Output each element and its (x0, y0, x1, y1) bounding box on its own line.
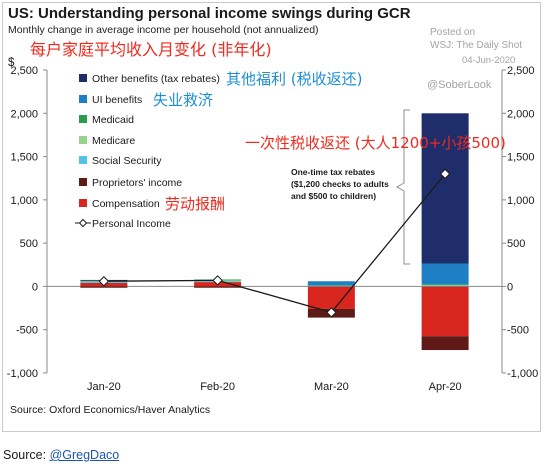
watermark-date: 04-Jun-2020 (462, 55, 516, 66)
legend-swatch (79, 74, 87, 83)
watermark-posted-on: Posted on (430, 27, 476, 38)
bar-proprietors-income-apr-20 (421, 336, 469, 351)
personal-income-point-mar-20 (326, 307, 337, 318)
chart-source: Source: Oxford Economics/Haver Analytics (10, 404, 211, 416)
watermark-handle: @SoberLook (427, 79, 492, 91)
y-tick-label-left: 1,000 (10, 195, 38, 207)
y-tick-label-right: 0 (507, 281, 513, 293)
x-tick-label: Mar-20 (314, 381, 349, 393)
ui-benefits-chinese-annotation: 失业救济 (153, 91, 214, 109)
legend-label: Compensation (92, 198, 160, 210)
bar-proprietors-income-jan-20 (80, 286, 128, 288)
footer-source-link[interactable]: @GregDaco (49, 448, 120, 462)
x-tick-label: Apr-20 (429, 381, 462, 393)
y-tick-label-right: 500 (507, 238, 525, 250)
personal-income-point-apr-20 (439, 168, 451, 180)
footer-source-label: Source: (3, 448, 47, 462)
y-tick-label-left: 2,000 (10, 108, 38, 120)
x-tick-label: Feb-20 (200, 381, 235, 393)
bar-compensation-mar-20 (307, 286, 355, 309)
personal-income-point-jan-20 (98, 276, 110, 287)
bar-social-security-apr-20 (421, 285, 469, 287)
legend-label: UI benefits (92, 94, 143, 106)
legend-swatch (79, 178, 87, 187)
chart-frame (2, 2, 541, 432)
y-tick-label-left: 0 (32, 281, 38, 293)
rebate-note-line: One-time tax rebates (291, 167, 376, 177)
chart-subtitle: Monthly change in average income per hou… (8, 24, 319, 36)
bar-proprietors-income-feb-20 (194, 286, 242, 288)
rebate-note-line: ($1,200 checks to adults (291, 179, 389, 189)
y-tick-label-right: -500 (507, 325, 529, 337)
legend-item-social-security: Social Security (79, 154, 161, 168)
rebate-bracket (395, 109, 410, 265)
y-axis-unit-label: $ (8, 57, 15, 69)
bar-other-benefits-tax-rebates-apr-20 (421, 113, 469, 264)
legend-label: Social Security (92, 155, 162, 167)
personal-income-point-feb-20 (212, 275, 223, 286)
y-tick-label-left: -1,000 (7, 368, 38, 380)
y-tick-label-left: 500 (20, 238, 38, 250)
y-tick-label-right: 1,500 (507, 152, 535, 164)
legend-label: Other benefits (tax rebates) (92, 73, 220, 85)
line-diamond-icon (75, 219, 91, 228)
bar-medicaid-apr-20 (421, 284, 469, 286)
legend-swatch (79, 136, 87, 145)
legend-swatch (79, 115, 87, 124)
y-tick-label-left: -500 (16, 325, 38, 337)
bar-medicare-apr-20 (421, 285, 469, 286)
rebate-note-line: and $500 to children) (291, 191, 377, 201)
watermark-publisher: WSJ: The Daily Shot (430, 40, 523, 51)
legend-item-other-benefits: Other benefits (tax rebates) (79, 72, 220, 86)
legend-swatch (79, 156, 87, 165)
personal-income-series (98, 168, 451, 318)
chart-axes: 2,500 2,500 2,000 2,000 1,500 1,500 1,000 1,000… (7, 65, 538, 393)
bar-ui-benefits-mar-20 (307, 281, 355, 286)
legend-item-personal-income: Personal Income (75, 217, 171, 231)
legend-item-ui-benefits: UI benefits (79, 93, 142, 107)
compensation-chinese-annotation: 劳动报酬 (165, 195, 226, 213)
other-benefits-chinese-annotation: 其他福利 (税收返还) (226, 70, 363, 88)
bar-ui-benefits-apr-20 (421, 263, 469, 285)
subtitle-chinese-annotation: 每户家庭平均收入月变化 (非年化) (30, 40, 272, 59)
legend-swatch (79, 95, 87, 104)
personal-income-line (103, 173, 446, 314)
legend-label: Medicaid (92, 114, 135, 126)
legend-item-medicaid: Medicaid (79, 113, 134, 127)
footer-source: Source: @GregDaco (3, 447, 119, 463)
legend-label: Personal Income (92, 218, 171, 230)
chart-title: US: Understanding personal income swings… (8, 5, 411, 22)
x-tick-label: Jan-20 (87, 381, 121, 393)
y-tick-label-right: 1,000 (507, 195, 535, 207)
y-tick-label-right: -1,000 (507, 368, 538, 380)
rebate-note: One-time tax rebates ($1,200 checks to a… (291, 166, 389, 202)
bar-medicaid-mar-20 (307, 285, 355, 286)
legend-swatch (79, 199, 87, 208)
bar-compensation-apr-20 (421, 286, 469, 337)
y-tick-label-left: 2,500 (10, 65, 38, 77)
y-tick-label-right: 2,000 (507, 108, 535, 120)
legend-item-medicare: Medicare (79, 134, 135, 148)
legend-label: Proprietors' income (92, 177, 183, 189)
y-tick-label-left: 1,500 (10, 152, 38, 164)
bar-social-security-mar-20 (307, 285, 355, 287)
rebate-chinese-annotation: 一次性税收返还 (大人1200+小孩500) (245, 134, 506, 152)
legend-item-compensation: Compensation (79, 197, 160, 211)
legend-label: Medicare (92, 135, 136, 147)
y-tick-label-right: 2,500 (507, 65, 535, 77)
stacked-bars (80, 113, 469, 351)
legend-item-proprietors-income: Proprietors' income (79, 176, 182, 190)
